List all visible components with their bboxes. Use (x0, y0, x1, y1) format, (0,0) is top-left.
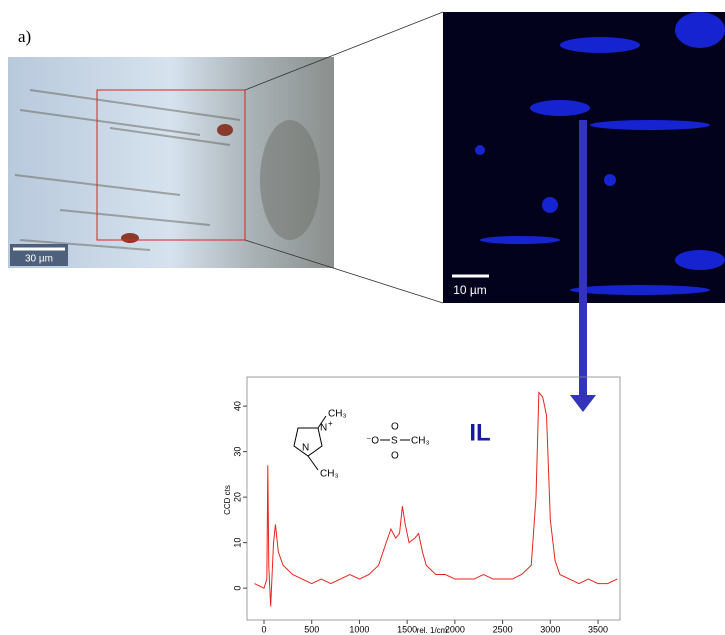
y-axis-label: CCD cts (223, 485, 232, 515)
x-tick-label: 1500 (397, 624, 417, 634)
scale-bar-label: 30 µm (25, 254, 53, 265)
atom: S (391, 436, 398, 447)
y-tick-label: 20 (232, 492, 242, 502)
atom: CH₃ (411, 436, 430, 447)
atom: O (391, 451, 399, 462)
x-tick-label: 500 (304, 624, 319, 634)
panel-label: a) (18, 27, 31, 46)
plot: 0 500 1000 1500 2000 2500 3000 3500 0 10 20 30 40 (232, 392, 617, 634)
x-tick-label: 3000 (540, 624, 560, 634)
atom: N (302, 443, 309, 454)
atom: CH₃ (328, 409, 347, 420)
atom: O (391, 422, 399, 433)
y-tick-label: 40 (232, 401, 242, 411)
y-tick-label: 10 (232, 538, 242, 548)
spectrum-line (254, 392, 617, 606)
atom: N (320, 423, 327, 434)
annotation: IL (469, 419, 490, 446)
x-tick-label: 2000 (445, 624, 465, 634)
charge: + (328, 419, 333, 428)
x-tick-label: 2500 (493, 624, 513, 634)
optical-image: 30 µm (8, 57, 334, 268)
atom: CH₃ (320, 469, 339, 480)
y-tick-label: 30 (232, 447, 242, 457)
atom: ⁻O (366, 436, 379, 447)
x-axis-label: rel. 1/cm (417, 626, 448, 635)
x-tick-label: 0 (261, 624, 266, 634)
scale-bar-label: 10 µm (453, 283, 487, 297)
figure: a) 30 µm 10 µm 050010001500200025 (0, 0, 725, 635)
x-tick-label: 3500 (588, 624, 608, 634)
y-tick-label: 0 (232, 586, 242, 591)
x-tick-label: 1000 (349, 624, 369, 634)
page: a) 30 µm 10 µm 050010001500200025 (0, 0, 725, 635)
